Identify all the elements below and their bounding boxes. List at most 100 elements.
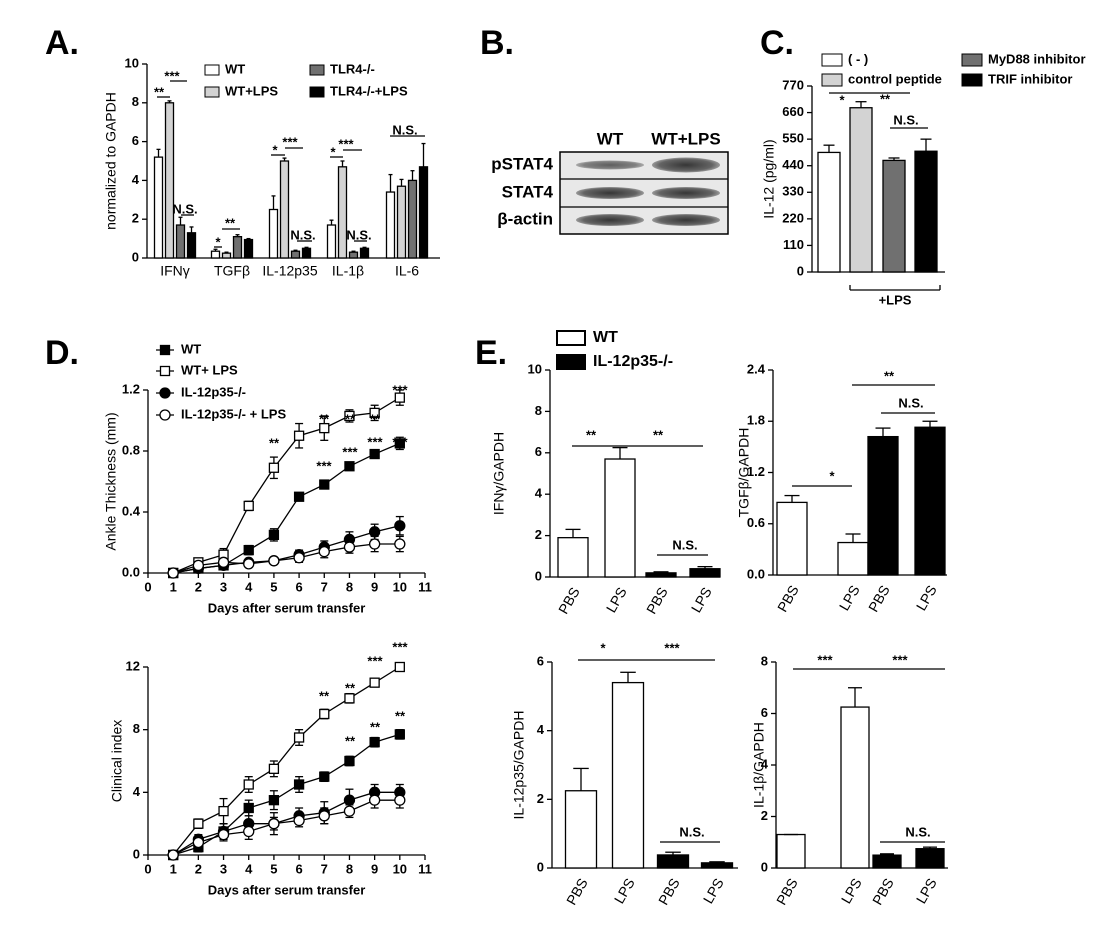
bar <box>645 572 677 578</box>
marker <box>293 814 305 827</box>
y-axis-label: IL-12p35/GAPDH <box>511 711 527 820</box>
x-tick-label: 10 <box>393 861 407 876</box>
x-tick-label: 5 <box>270 861 277 876</box>
marker <box>394 794 406 806</box>
y-tick-label: 110 <box>783 237 804 252</box>
legend-swatch <box>204 86 220 98</box>
y-tick-label: 8 <box>761 653 768 668</box>
significance-label: *** <box>342 444 358 459</box>
legend-label: IL-12p35-/- <box>593 353 673 370</box>
blot-band <box>576 160 644 170</box>
y-tick-label: 0 <box>761 859 768 874</box>
x-tick-label: LPS <box>603 584 630 615</box>
marker <box>293 491 305 502</box>
marker <box>344 410 355 422</box>
y-axis-label: IFNγ/GAPDH <box>491 432 507 515</box>
group-label: +LPS <box>879 292 912 307</box>
panel-label: A. <box>45 24 79 62</box>
y-tick-label: 6 <box>761 705 768 720</box>
y-tick-label: 10 <box>528 361 542 376</box>
x-tick-label: 4 <box>245 861 253 876</box>
legend-label: WT+ LPS <box>181 362 238 377</box>
y-tick-label: 4 <box>133 784 141 799</box>
marker <box>394 438 405 449</box>
blot-row-label: STAT4 <box>502 182 554 201</box>
line <box>172 666 401 856</box>
x-tick-label: IFNγ <box>160 263 190 279</box>
significance-label: * <box>829 468 835 483</box>
x-tick-label: 6 <box>295 579 302 594</box>
x-tick-label: 8 <box>346 861 353 876</box>
bar <box>915 848 945 869</box>
bar <box>849 107 873 273</box>
x-tick-label: 8 <box>346 579 353 594</box>
marker <box>319 708 330 720</box>
bar <box>557 537 589 578</box>
marker <box>344 755 355 767</box>
marker <box>344 693 355 704</box>
x-tick-label: LPS <box>611 875 638 906</box>
significance-label: ** <box>345 411 356 426</box>
y-tick-label: 0.6 <box>747 515 765 530</box>
significance-label: N.S. <box>672 537 697 552</box>
y-tick-label: 4 <box>761 756 769 771</box>
legend-swatch <box>204 64 220 76</box>
blot-band <box>576 187 644 199</box>
marker <box>167 567 179 579</box>
significance-label: ** <box>345 680 356 695</box>
x-tick-label: 1 <box>170 861 177 876</box>
x-tick-label: PBS <box>773 875 801 907</box>
significance-label: N.S. <box>172 201 197 216</box>
significance-label: ** <box>653 427 664 442</box>
marker <box>243 825 255 838</box>
y-tick-label: 0 <box>535 568 542 583</box>
x-tick-label: IL-1β <box>332 263 364 279</box>
legend-label: IL-12p35-/- + LPS <box>181 406 286 421</box>
legend-swatch <box>556 354 586 370</box>
marker <box>343 794 356 806</box>
bar <box>407 179 418 259</box>
x-tick-label: PBS <box>563 875 591 907</box>
marker <box>368 526 381 538</box>
x-tick-label: 6 <box>295 861 302 876</box>
line <box>173 442 401 574</box>
legend-swatch <box>821 53 843 67</box>
x-tick-label: 5 <box>270 579 277 594</box>
marker <box>193 818 204 829</box>
y-tick-label: 8 <box>132 94 139 109</box>
significance-label: ** <box>269 435 280 450</box>
marker <box>268 462 280 473</box>
y-tick-label: 220 <box>782 210 804 225</box>
significance-label: * <box>215 234 221 249</box>
significance-label: ** <box>880 91 891 106</box>
significance-label: N.S. <box>290 227 315 242</box>
y-tick-label: 2.4 <box>747 361 766 376</box>
bar <box>882 159 906 273</box>
significance-label: N.S. <box>898 395 923 410</box>
marker <box>344 461 355 472</box>
significance-label: N.S. <box>893 112 918 127</box>
bar <box>385 191 396 259</box>
panel-label: B. <box>480 24 514 62</box>
y-tick-label: 330 <box>782 184 804 199</box>
y-axis-label: IL-1β/GAPDH <box>751 722 767 808</box>
y-axis-label: Ankle Thickness (mm) <box>103 412 119 550</box>
y-tick-label: 2 <box>132 211 139 226</box>
legend-label: control peptide <box>848 71 942 86</box>
panel-label: E. <box>475 334 507 372</box>
significance-label: ** <box>345 733 356 748</box>
x-tick-label: 0 <box>144 861 151 876</box>
marker <box>159 387 171 399</box>
x-tick-label: 0 <box>144 579 151 594</box>
marker <box>243 802 254 814</box>
bar <box>611 681 645 869</box>
y-tick-label: 0.8 <box>122 442 140 457</box>
x-tick-label: 3 <box>220 579 227 594</box>
marker <box>369 737 380 748</box>
bar <box>604 458 636 578</box>
marker <box>293 552 305 564</box>
significance-label: *** <box>367 653 383 668</box>
marker <box>159 365 171 377</box>
y-tick-label: 8 <box>535 403 542 418</box>
x-tick-label: 4 <box>245 579 253 594</box>
